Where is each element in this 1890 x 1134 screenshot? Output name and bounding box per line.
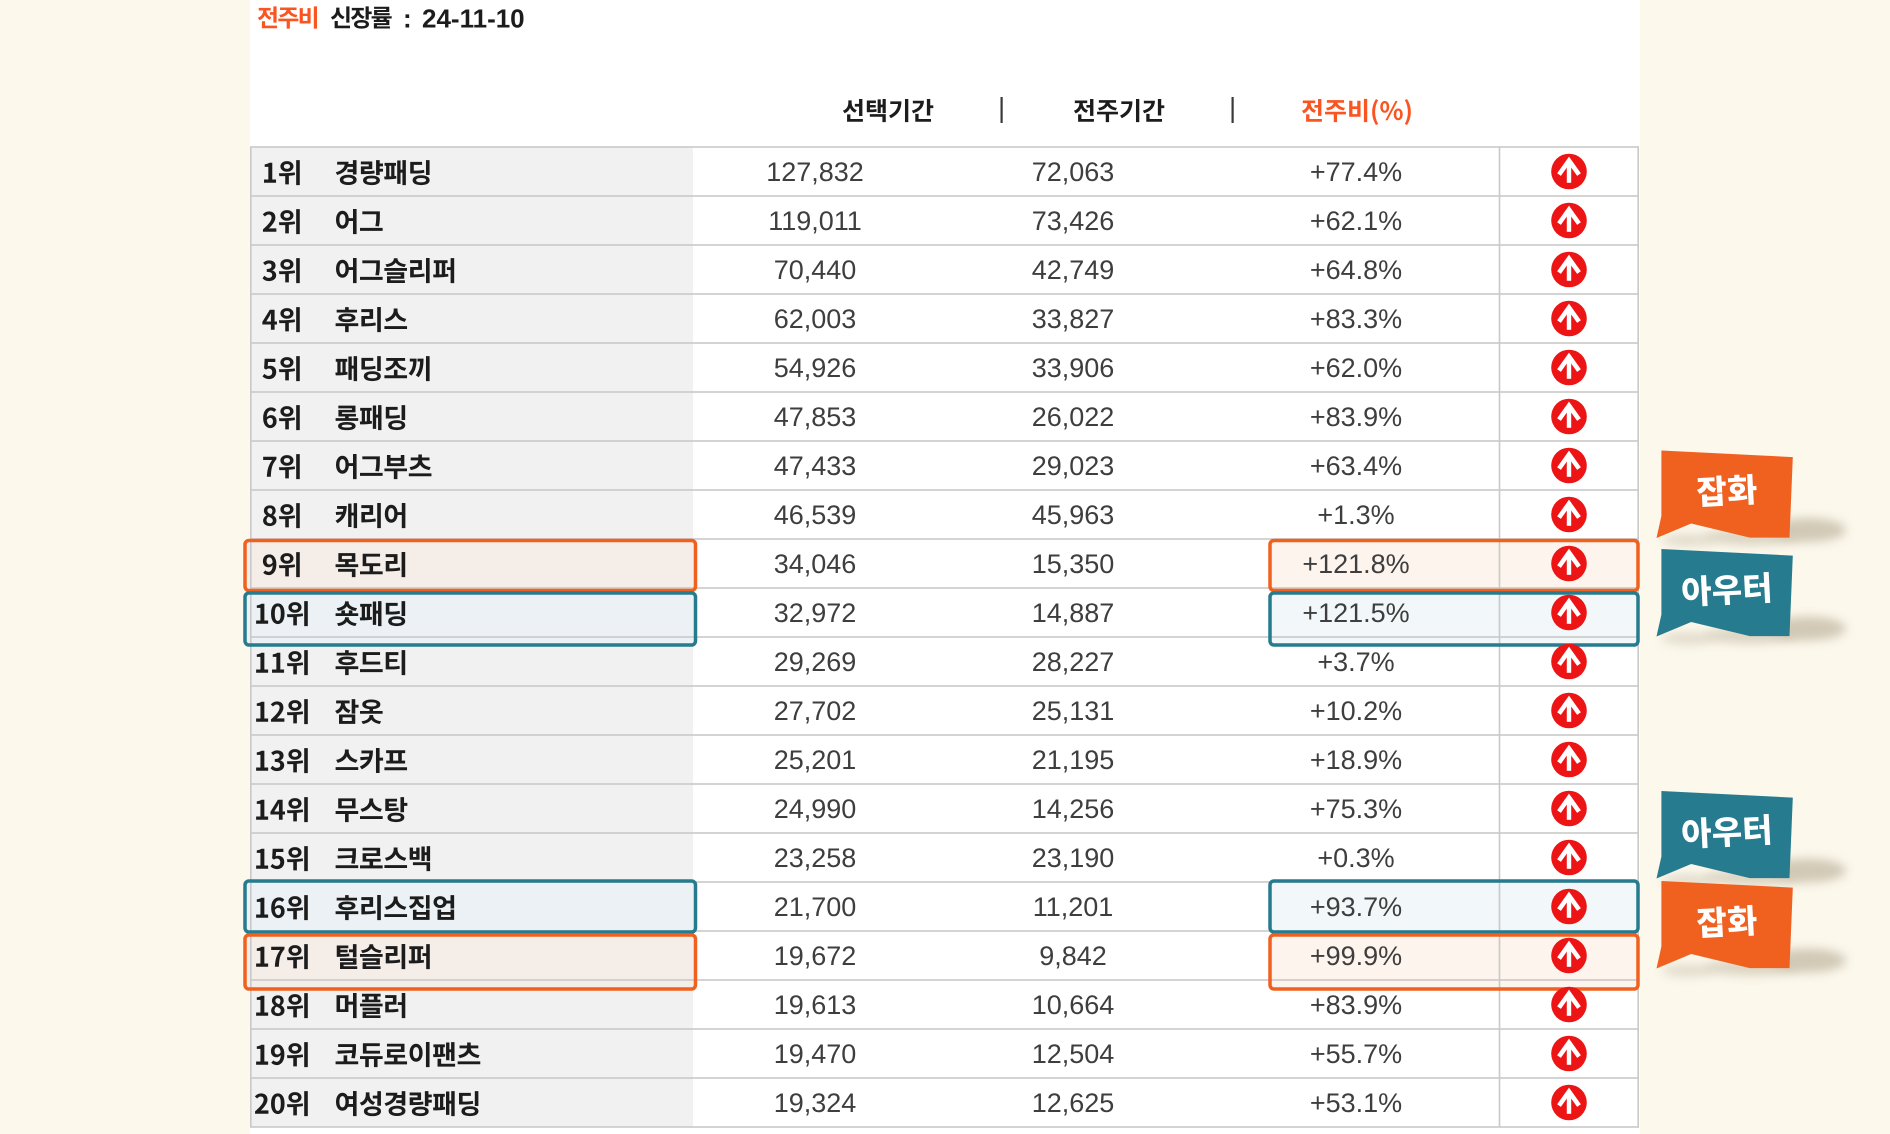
- svg-text:+53.1%: +53.1%: [1310, 1088, 1402, 1118]
- svg-text:70,440: 70,440: [774, 255, 857, 285]
- svg-text:+63.4%: +63.4%: [1310, 451, 1402, 481]
- svg-text:+55.7%: +55.7%: [1310, 1039, 1402, 1069]
- svg-text:10,664: 10,664: [1032, 990, 1115, 1020]
- svg-text:119,011: 119,011: [768, 206, 862, 236]
- svg-text:+83.9%: +83.9%: [1310, 402, 1402, 432]
- svg-text:15,350: 15,350: [1032, 549, 1115, 579]
- svg-text:19,672: 19,672: [774, 941, 857, 971]
- svg-text:45,963: 45,963: [1032, 500, 1115, 530]
- svg-text:+93.7%: +93.7%: [1310, 892, 1402, 922]
- svg-text:26,022: 26,022: [1032, 402, 1115, 432]
- svg-text:+75.3%: +75.3%: [1310, 794, 1402, 824]
- svg-text:28,227: 28,227: [1032, 647, 1115, 677]
- svg-text:23,258: 23,258: [774, 843, 857, 873]
- svg-text:+18.9%: +18.9%: [1310, 745, 1402, 775]
- svg-text:72,063: 72,063: [1032, 157, 1115, 187]
- svg-text::: :: [403, 4, 412, 34]
- svg-text:+83.3%: +83.3%: [1310, 304, 1402, 334]
- svg-text:23,190: 23,190: [1032, 843, 1115, 873]
- svg-text:+99.9%: +99.9%: [1310, 941, 1402, 971]
- svg-text:+1.3%: +1.3%: [1317, 500, 1394, 530]
- svg-text:+83.9%: +83.9%: [1310, 990, 1402, 1020]
- svg-text:27,702: 27,702: [774, 696, 857, 726]
- svg-text:19,470: 19,470: [774, 1039, 857, 1069]
- svg-text:42,749: 42,749: [1032, 255, 1115, 285]
- svg-text:32,972: 32,972: [774, 598, 857, 628]
- svg-text:+62.1%: +62.1%: [1310, 206, 1402, 236]
- svg-text:29,023: 29,023: [1032, 451, 1115, 481]
- svg-text:+62.0%: +62.0%: [1310, 353, 1402, 383]
- svg-text:33,827: 33,827: [1032, 304, 1115, 334]
- svg-text:19,324: 19,324: [774, 1088, 857, 1118]
- svg-text:46,539: 46,539: [774, 500, 857, 530]
- svg-text:47,853: 47,853: [774, 402, 857, 432]
- svg-text:33,906: 33,906: [1032, 353, 1115, 383]
- svg-text:12,504: 12,504: [1032, 1039, 1115, 1069]
- svg-text:14,256: 14,256: [1032, 794, 1115, 824]
- svg-text:47,433: 47,433: [774, 451, 857, 481]
- svg-text:9,842: 9,842: [1039, 941, 1107, 971]
- svg-text:+0.3%: +0.3%: [1317, 843, 1394, 873]
- svg-text:25,131: 25,131: [1032, 696, 1115, 726]
- svg-text:21,700: 21,700: [774, 892, 857, 922]
- svg-text:24,990: 24,990: [774, 794, 857, 824]
- svg-text:+64.8%: +64.8%: [1310, 255, 1402, 285]
- svg-text:+77.4%: +77.4%: [1310, 157, 1402, 187]
- svg-text:11,201: 11,201: [1033, 892, 1114, 922]
- svg-text:21,195: 21,195: [1032, 745, 1115, 775]
- svg-text:+121.5%: +121.5%: [1302, 598, 1409, 628]
- svg-text:54,926: 54,926: [774, 353, 857, 383]
- svg-text:62,003: 62,003: [774, 304, 857, 334]
- svg-text:73,426: 73,426: [1032, 206, 1115, 236]
- svg-text:+10.2%: +10.2%: [1310, 696, 1402, 726]
- svg-text:+121.8%: +121.8%: [1302, 549, 1409, 579]
- svg-text:24-11-10: 24-11-10: [422, 4, 525, 34]
- svg-text:25,201: 25,201: [774, 745, 857, 775]
- svg-text:14,887: 14,887: [1032, 598, 1115, 628]
- svg-text:+3.7%: +3.7%: [1317, 647, 1394, 677]
- svg-text:12,625: 12,625: [1032, 1088, 1115, 1118]
- svg-text:29,269: 29,269: [774, 647, 857, 677]
- svg-text:127,832: 127,832: [766, 157, 864, 187]
- svg-text:19,613: 19,613: [774, 990, 857, 1020]
- svg-text:34,046: 34,046: [774, 549, 857, 579]
